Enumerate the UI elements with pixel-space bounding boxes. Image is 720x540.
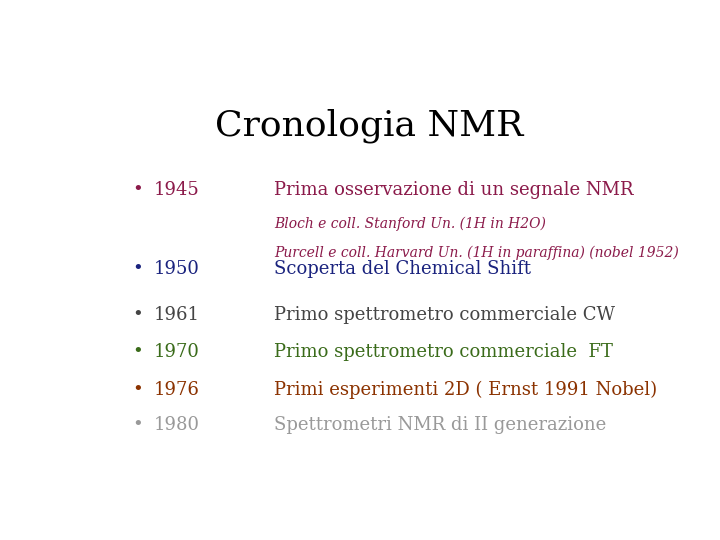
Text: 1976: 1976	[154, 381, 200, 399]
Text: 1980: 1980	[154, 416, 200, 434]
Text: Primo spettrometro commerciale  FT: Primo spettrometro commerciale FT	[274, 343, 613, 361]
Text: •: •	[132, 260, 143, 278]
Text: •: •	[132, 343, 143, 361]
Text: Scoperta del Chemical Shift: Scoperta del Chemical Shift	[274, 260, 531, 278]
Text: Spettrometri NMR di II generazione: Spettrometri NMR di II generazione	[274, 416, 606, 434]
Text: Primi esperimenti 2D ( Ernst 1991 Nobel): Primi esperimenti 2D ( Ernst 1991 Nobel)	[274, 381, 657, 399]
Text: Cronologia NMR: Cronologia NMR	[215, 109, 523, 143]
Text: •: •	[132, 181, 143, 199]
Text: 1970: 1970	[154, 343, 200, 361]
Text: Purcell e coll. Harvard Un. (1H in paraffina) (nobel 1952): Purcell e coll. Harvard Un. (1H in paraf…	[274, 246, 679, 260]
Text: Prima osservazione di un segnale NMR: Prima osservazione di un segnale NMR	[274, 181, 634, 199]
Text: •: •	[132, 306, 143, 324]
Text: 1950: 1950	[154, 260, 200, 278]
Text: Primo spettrometro commerciale CW: Primo spettrometro commerciale CW	[274, 306, 615, 324]
Text: Bloch e coll. Stanford Un. (1H in H2O): Bloch e coll. Stanford Un. (1H in H2O)	[274, 217, 546, 231]
Text: •: •	[132, 416, 143, 434]
Text: •: •	[132, 381, 143, 399]
Text: 1945: 1945	[154, 181, 200, 199]
Text: 1961: 1961	[154, 306, 200, 324]
